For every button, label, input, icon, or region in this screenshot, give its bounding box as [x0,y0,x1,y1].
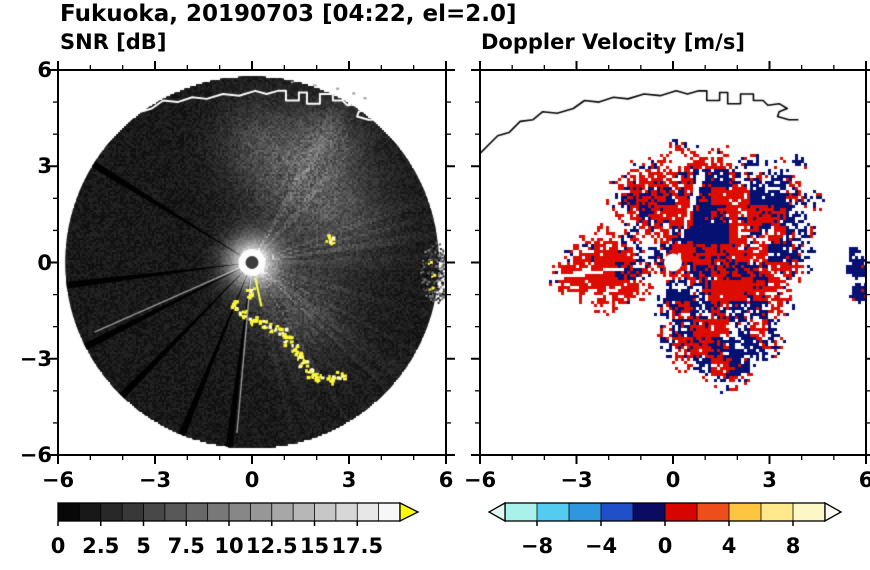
x-tick-label-snr: −3 [138,468,172,492]
vel-colorbar-tick-label: 0 [657,534,673,558]
x-tick-label-snr: 6 [438,468,454,492]
x-tick-label-vel: 3 [762,468,777,492]
vel-colorbar-tick-label: −4 [584,534,618,558]
snr-colorbar-tick-label: 2.5 [82,534,120,558]
vel-colorbar-tick-label: −8 [520,534,554,558]
snr-panel-title: SNR [dB] [60,30,167,54]
x-tick-label-vel: −6 [463,468,497,492]
snr-colorbar-tick-label: 12.5 [245,534,298,558]
velocity-radar-image [480,70,866,455]
snr-colorbar-tick-label: 7.5 [167,534,205,558]
vel-panel-title: Doppler Velocity [m/s] [481,30,745,54]
snr-colorbar-tick-label: 10 [214,534,244,558]
snr-radar-image [58,70,446,455]
snr-colorbar [57,501,420,526]
y-tick-label: −3 [19,346,52,371]
snr-colorbar-tick-label: 15 [299,534,330,558]
snr-colorbar-tick-label: 5 [136,534,151,558]
snr-colorbar-tick-label: 17.5 [331,534,384,558]
y-tick-label: −6 [19,443,52,467]
x-tick-label-vel: 0 [665,468,681,492]
y-tick-label: 6 [37,58,52,82]
snr-colorbar-tick-label: 0 [50,534,66,558]
vel-colorbar [487,501,843,526]
y-tick-label: 3 [37,154,52,179]
x-tick-label-snr: 3 [341,468,357,492]
x-tick-label-vel: −3 [560,468,593,492]
figure-title: Fukuoka, 20190703 [04:22, el=2.0] [60,1,517,27]
x-tick-label-vel: 6 [858,468,870,492]
y-tick-label: 0 [37,250,52,275]
vel-colorbar-tick-label: 4 [721,534,737,558]
x-tick-label-snr: 0 [244,468,260,492]
x-tick-label-snr: −6 [41,468,75,492]
vel-colorbar-tick-label: 8 [785,534,801,558]
